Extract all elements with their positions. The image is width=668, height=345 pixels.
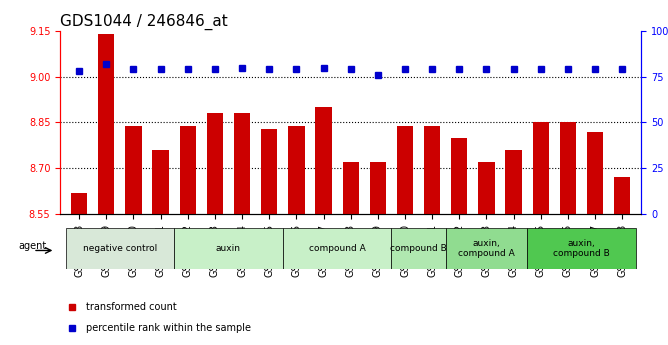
Bar <box>288 126 305 345</box>
Text: transformed count: transformed count <box>86 302 177 312</box>
Bar <box>397 126 413 345</box>
Bar <box>587 131 603 345</box>
Text: auxin: auxin <box>216 244 241 253</box>
Bar <box>424 126 440 345</box>
Bar <box>261 129 277 345</box>
Text: auxin,
compound A: auxin, compound A <box>458 239 515 258</box>
FancyBboxPatch shape <box>446 228 527 269</box>
Bar <box>126 126 142 345</box>
Bar <box>234 113 250 345</box>
Text: agent: agent <box>18 241 46 251</box>
Text: GDS1044 / 246846_at: GDS1044 / 246846_at <box>60 13 228 30</box>
Bar <box>152 150 169 345</box>
Bar <box>614 177 631 345</box>
FancyBboxPatch shape <box>65 228 174 269</box>
Bar <box>207 113 223 345</box>
Bar <box>532 122 549 345</box>
Bar <box>478 162 494 345</box>
Text: percentile rank within the sample: percentile rank within the sample <box>86 323 251 333</box>
Bar <box>369 162 386 345</box>
Bar <box>343 162 359 345</box>
Bar <box>451 138 468 345</box>
Bar <box>98 34 114 345</box>
Bar <box>315 107 332 345</box>
Bar <box>560 122 576 345</box>
FancyBboxPatch shape <box>391 228 446 269</box>
Bar <box>71 193 88 345</box>
Bar <box>506 150 522 345</box>
FancyBboxPatch shape <box>174 228 283 269</box>
FancyBboxPatch shape <box>283 228 391 269</box>
Text: compound A: compound A <box>309 244 365 253</box>
FancyBboxPatch shape <box>527 228 636 269</box>
Bar <box>180 126 196 345</box>
Text: negative control: negative control <box>83 244 157 253</box>
Text: compound B: compound B <box>390 244 447 253</box>
Text: auxin,
compound B: auxin, compound B <box>553 239 610 258</box>
